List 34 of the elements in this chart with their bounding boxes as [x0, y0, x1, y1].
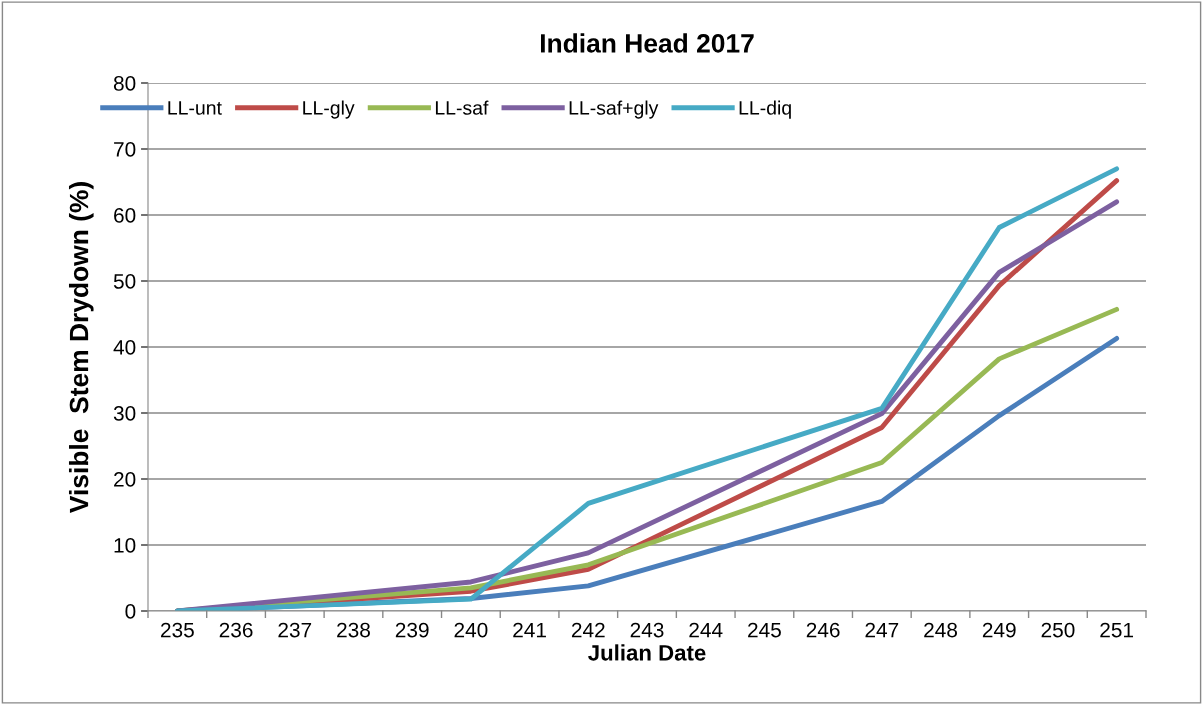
- legend-label: LL-diq: [739, 100, 791, 119]
- y-tick-label: 10: [114, 538, 136, 553]
- x-tick-label: 238: [337, 622, 370, 638]
- x-tick-label: 247: [865, 622, 899, 638]
- x-tick-label: 246: [806, 622, 840, 638]
- x-tick-label: 236: [219, 622, 253, 638]
- legend-label: LL-saf: [435, 100, 489, 115]
- y-tick-label: 80: [113, 76, 136, 91]
- y-axis-title: Visible Stem Drydown (%): [68, 182, 94, 514]
- x-tick-label: 244: [689, 622, 723, 638]
- y-tick-label: 70: [114, 142, 136, 157]
- x-tick-label: 243: [630, 622, 664, 638]
- x-tick-label: 245: [748, 622, 781, 638]
- y-tick-label: 40: [113, 340, 136, 355]
- x-tick-label: 240: [454, 622, 488, 638]
- y-tick-label: 50: [113, 274, 136, 289]
- x-axis-title: Julian Date: [588, 644, 706, 661]
- x-tick-label: 242: [571, 622, 605, 638]
- x-tick-label: 250: [1041, 622, 1075, 638]
- y-tick-label: 60: [114, 208, 136, 223]
- legend-label: LL-gly: [303, 100, 355, 119]
- x-tick-label: 251: [1100, 622, 1134, 638]
- y-tick-label: 20: [114, 472, 136, 487]
- y-tick-label: 30: [113, 406, 136, 421]
- x-tick-label: 237: [278, 622, 312, 638]
- chart-title: Indian Head 2017: [540, 33, 754, 53]
- x-tick-label: 248: [924, 622, 957, 638]
- y-tick-label: 0: [125, 604, 136, 619]
- x-tick-label: 235: [161, 622, 194, 638]
- legend-label: LL-unt: [168, 101, 222, 115]
- x-tick-label: 239: [395, 622, 429, 638]
- legend-label: LL-saf+gly: [569, 100, 659, 119]
- x-tick-label: 249: [982, 622, 1016, 638]
- x-tick-label: 241: [513, 622, 546, 638]
